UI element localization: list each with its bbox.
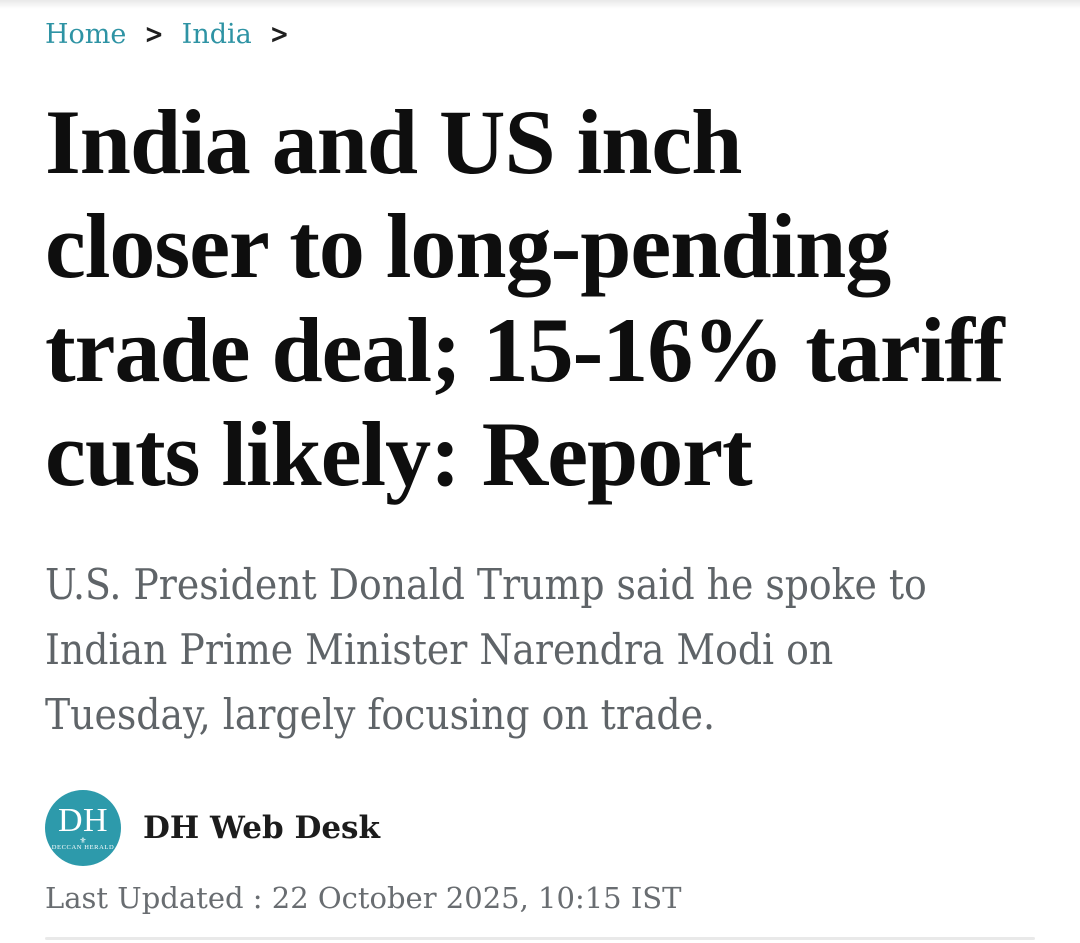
article-header-page: Home > India > India and US inch closer …	[0, 18, 1080, 940]
last-updated-timestamp: Last Updated : 22 October 2025, 10:15 IS…	[45, 881, 682, 915]
header-bottom-shadow	[0, 0, 1080, 9]
dh-brand-text: DECCAN HERALD	[51, 843, 115, 851]
breadcrumb: Home > India >	[45, 18, 1050, 52]
article-subtitle: U.S. President Donald Trump said he spok…	[45, 560, 927, 739]
breadcrumb-link-india[interactable]: India	[181, 19, 252, 50]
author-byline[interactable]: DH ⚜ DECCAN HERALD DH Web Desk	[45, 790, 1050, 866]
breadcrumb-link-home[interactable]: Home	[45, 19, 127, 50]
section-divider	[45, 937, 1035, 940]
chevron-right-icon: >	[144, 20, 164, 50]
dh-logo-avatar: DH ⚜ DECCAN HERALD	[45, 790, 121, 866]
article-title: India and US inch closer to long-pending…	[45, 91, 1005, 505]
chevron-right-icon: >	[269, 20, 290, 50]
dh-logo-text: DH	[57, 801, 109, 839]
dh-crest-icon: ⚜	[79, 835, 87, 845]
author-name[interactable]: DH Web Desk	[143, 810, 380, 846]
